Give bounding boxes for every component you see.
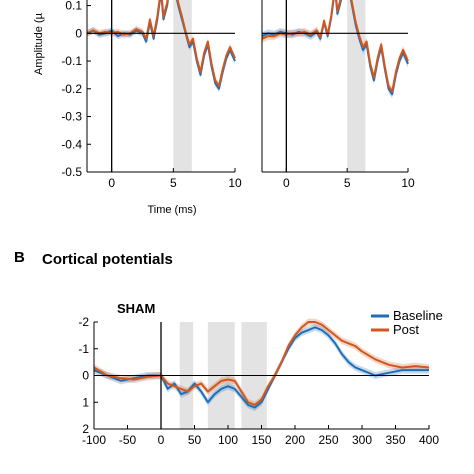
- x-tick-label: 150: [251, 433, 271, 447]
- x-tick-label: 5: [344, 176, 351, 190]
- x-tick-label: 5: [170, 176, 177, 190]
- y-tick-label: 0.1: [65, 0, 82, 13]
- panel-b-plot: -2 -1 0 1 2 -100 -50 0 50 100 150 200 250 300 350 400: [78, 315, 439, 447]
- legend-post-label: Post: [393, 322, 419, 337]
- panel-b-letter: B: [14, 249, 25, 266]
- x-tick-label: 350: [385, 433, 405, 447]
- x-tick-label: 0: [158, 433, 165, 447]
- y-tick-label: -2: [78, 315, 89, 329]
- series-0-error-band: [87, 0, 235, 93]
- y-tick-label: -0.3: [61, 110, 82, 124]
- post-line: [93, 321, 430, 406]
- y-tick-label: 1: [82, 395, 89, 409]
- x-tick-label: 300: [352, 433, 372, 447]
- series-0-line: [261, 0, 409, 96]
- x-tick-label: 100: [218, 433, 238, 447]
- x-tick-label: 400: [419, 433, 439, 447]
- series-1-line: [86, 0, 236, 87]
- panel-a-right-plot: 0 5 10: [261, 0, 415, 190]
- x-tick-label: 200: [285, 433, 305, 447]
- x-tick-label: 10: [228, 176, 242, 190]
- y-tick-label: -0.1: [61, 54, 82, 68]
- x-tick-label: 0: [283, 176, 290, 190]
- y-axis-label: Amplitude (µ: [33, 12, 45, 75]
- series-0-line: [86, 0, 236, 90]
- series-0-error-band: [262, 0, 408, 99]
- shaded-window: [173, 0, 192, 172]
- x-tick-label: -50: [119, 433, 137, 447]
- sham-label: SHAM: [117, 301, 155, 316]
- x-tick-label: 50: [188, 433, 202, 447]
- panel-a-left-plot: 0.1 0 -0.1 -0.2 -0.3 -0.4 -0.5 0 5 10: [61, 0, 242, 190]
- y-tick-label: -1: [78, 342, 89, 356]
- x-tick-label: 250: [318, 433, 338, 447]
- legend: Baseline Post: [371, 308, 443, 337]
- y-tick-label: -0.4: [61, 137, 82, 151]
- y-tick-label: 0: [82, 369, 89, 383]
- legend-baseline-label: Baseline: [393, 308, 443, 323]
- x-axis-label: Time (ms): [147, 204, 196, 216]
- y-tick-label: 2: [82, 422, 89, 436]
- y-tick-label: -0.2: [61, 82, 82, 96]
- y-tick-label: -0.5: [61, 165, 82, 179]
- x-tick-label: -100: [82, 433, 106, 447]
- x-tick-label: 0: [108, 176, 115, 190]
- y-tick-label: 0: [75, 26, 82, 40]
- series-1-line: [261, 0, 409, 93]
- x-tick-label: 10: [401, 176, 415, 190]
- panel-b-title: Cortical potentials: [42, 251, 173, 268]
